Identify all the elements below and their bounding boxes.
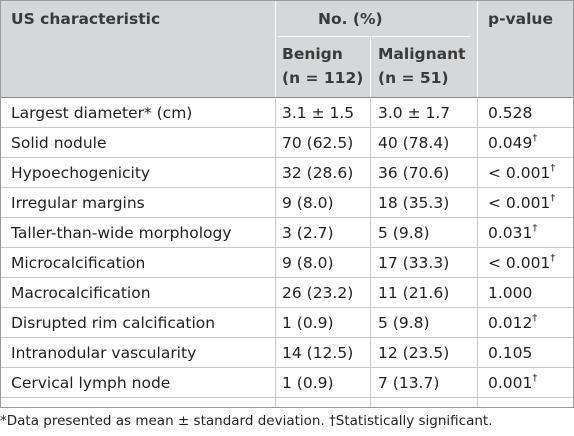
benign-value: 14 (12.5) [282, 344, 354, 362]
row-label: Largest diameter* (cm) [11, 104, 193, 122]
p-value-cell: 0.105 [488, 338, 532, 368]
table-row: Irregular margins 9 (8.0) 18 (35.3) < 0.001… [0, 188, 574, 218]
p-value: 0.528 [488, 104, 533, 122]
table-row: Hypoechogenicity 32 (28.6) 36 (70.6) < 0.00… [0, 158, 574, 188]
table-row: Microcalcification 9 (8.0) 17 (33.3) < 0.00… [0, 248, 574, 278]
header-divider [275, 1, 276, 97]
row-label: Cervical lymph node [11, 374, 171, 392]
table-body: Largest diameter* (cm) 3.1 ± 1.5 3.0 ± 1.7… [0, 98, 574, 398]
benign-value: 3 (2.7) [282, 224, 334, 242]
table-header: US characteristic No. (%) p-value Benign… [0, 1, 574, 98]
significance-mark: † [532, 312, 538, 324]
row-label: Macrocalcification [11, 284, 151, 302]
column-divider [275, 97, 276, 408]
benign-value: 3.1 ± 1.5 [282, 104, 355, 122]
p-value: 0.012 [488, 314, 533, 332]
benign-value: 9 (8.0) [282, 194, 334, 212]
p-value-cell: 0.012† [488, 308, 537, 338]
significance-mark: † [550, 192, 556, 204]
significance-mark: † [550, 162, 556, 174]
p-value-cell: 0.001† [488, 368, 537, 398]
p-value: 0.031 [488, 224, 533, 242]
column-divider [370, 97, 371, 408]
table-row: Solid nodule 70 (62.5) 40 (78.4) 0.049† [0, 128, 574, 158]
p-value-cell: 1.000 [488, 278, 532, 308]
p-value: < 0.001 [488, 194, 551, 212]
p-value: 0.001 [488, 374, 533, 392]
benign-value: 26 (23.2) [282, 284, 354, 302]
row-label: Solid nodule [11, 134, 107, 152]
row-label: Intranodular vascularity [11, 344, 197, 362]
benign-value: 9 (8.0) [282, 254, 334, 272]
table-row: Intranodular vascularity 14 (12.5) 12 (23.… [0, 338, 574, 368]
p-value-cell: 0.528 [488, 98, 532, 128]
row-label: Hypoechogenicity [11, 164, 151, 182]
header-benign-name: Benign [282, 45, 343, 63]
header-group: No. (%) [318, 10, 383, 28]
p-value-cell: < 0.001† [488, 188, 555, 218]
p-value: 1.000 [488, 284, 533, 302]
p-value: 0.049 [488, 134, 533, 152]
table-row: Macrocalcification 26 (23.2) 11 (21.6) 1.00… [0, 278, 574, 308]
row-label: Taller-than-wide morphology [11, 224, 232, 242]
header-p-value: p-value [488, 10, 553, 28]
benign-value: 70 (62.5) [282, 134, 354, 152]
p-value: 0.105 [488, 344, 533, 362]
header-benign-count: (n = 112) [282, 69, 364, 87]
us-characteristics-table: US characteristic No. (%) p-value Benign… [0, 0, 574, 398]
p-value-cell: 0.031† [488, 218, 537, 248]
table-row: Largest diameter* (cm) 3.1 ± 1.5 3.0 ± 1.7… [0, 98, 574, 128]
significance-mark: † [532, 372, 538, 384]
malignant-value: 40 (78.4) [378, 134, 450, 152]
column-divider [477, 97, 478, 408]
malignant-value: 3.0 ± 1.7 [378, 104, 451, 122]
p-value-cell: < 0.001† [488, 248, 555, 278]
header-divider [477, 1, 478, 97]
benign-value: 1 (0.9) [282, 374, 334, 392]
header-malignant-count: (n = 51) [378, 69, 449, 87]
p-value: < 0.001 [488, 254, 551, 272]
p-value-cell: 0.049† [488, 128, 537, 158]
malignant-value: 36 (70.6) [378, 164, 450, 182]
significance-mark: † [532, 222, 538, 234]
group-underline [278, 36, 470, 37]
malignant-value: 12 (23.5) [378, 344, 450, 362]
malignant-value: 5 (9.8) [378, 314, 430, 332]
table-row: Disrupted rim calcification 1 (0.9) 5 (9.8… [0, 308, 574, 338]
header-divider [370, 37, 371, 97]
header-characteristic: US characteristic [11, 10, 161, 28]
table-row: Taller-than-wide morphology 3 (2.7) 5 (9.8… [0, 218, 574, 248]
row-label: Microcalcification [11, 254, 146, 272]
malignant-value: 7 (13.7) [378, 374, 440, 392]
malignant-value: 18 (35.3) [378, 194, 450, 212]
malignant-value: 11 (21.6) [378, 284, 450, 302]
row-label: Irregular margins [11, 194, 145, 212]
row-label: Disrupted rim calcification [11, 314, 216, 332]
table-footnote: *Data presented as mean ± standard devia… [0, 413, 493, 429]
significance-mark: † [550, 252, 556, 264]
p-value: < 0.001 [488, 164, 551, 182]
table-row: Cervical lymph node 1 (0.9) 7 (13.7) 0.001† [0, 368, 574, 398]
benign-value: 1 (0.9) [282, 314, 334, 332]
benign-value: 32 (28.6) [282, 164, 354, 182]
malignant-value: 5 (9.8) [378, 224, 430, 242]
malignant-value: 17 (33.3) [378, 254, 450, 272]
p-value-cell: < 0.001† [488, 158, 555, 188]
significance-mark: † [532, 132, 538, 144]
header-malignant-name: Malignant [378, 45, 466, 63]
